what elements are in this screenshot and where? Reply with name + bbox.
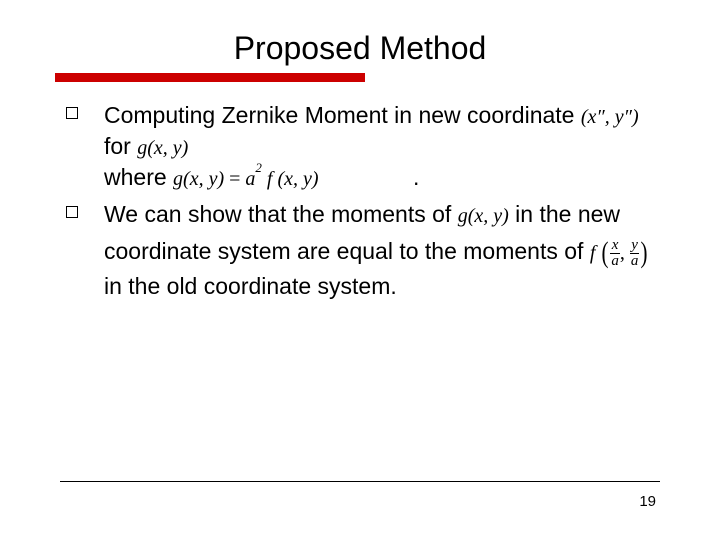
bullet-text: for — [104, 133, 137, 159]
square-bullet-icon — [66, 206, 78, 218]
bullet-text: Computing Zernike Moment in new coordina… — [104, 102, 581, 128]
math-fscaled: f (xa, ya) — [590, 242, 650, 264]
math-equation: g(x, y) = a2 f (x, y) — [173, 168, 324, 190]
bullet-text: We can show that the moments of — [104, 201, 458, 227]
bullet-list: Computing Zernike Moment in new coordina… — [60, 100, 660, 302]
bullet-item: Computing Zernike Moment in new coordina… — [60, 100, 660, 193]
math-coord: (x″, y″) — [581, 106, 639, 128]
bullet-item: We can show that the moments of g(x, y) … — [60, 199, 660, 302]
accent-bar — [55, 73, 365, 82]
math-gxy: g(x, y) — [137, 137, 188, 159]
slide-title: Proposed Method — [60, 30, 660, 67]
square-bullet-icon — [66, 107, 78, 119]
page-number: 19 — [639, 493, 656, 510]
bullet-text: . — [413, 164, 419, 190]
bullet-text: in the old coordinate system. — [104, 273, 397, 299]
bottom-rule — [60, 481, 660, 482]
slide: Proposed Method Computing Zernike Moment… — [0, 0, 720, 540]
math-gxy: g(x, y) — [458, 205, 509, 227]
bullet-text: where — [104, 164, 173, 190]
